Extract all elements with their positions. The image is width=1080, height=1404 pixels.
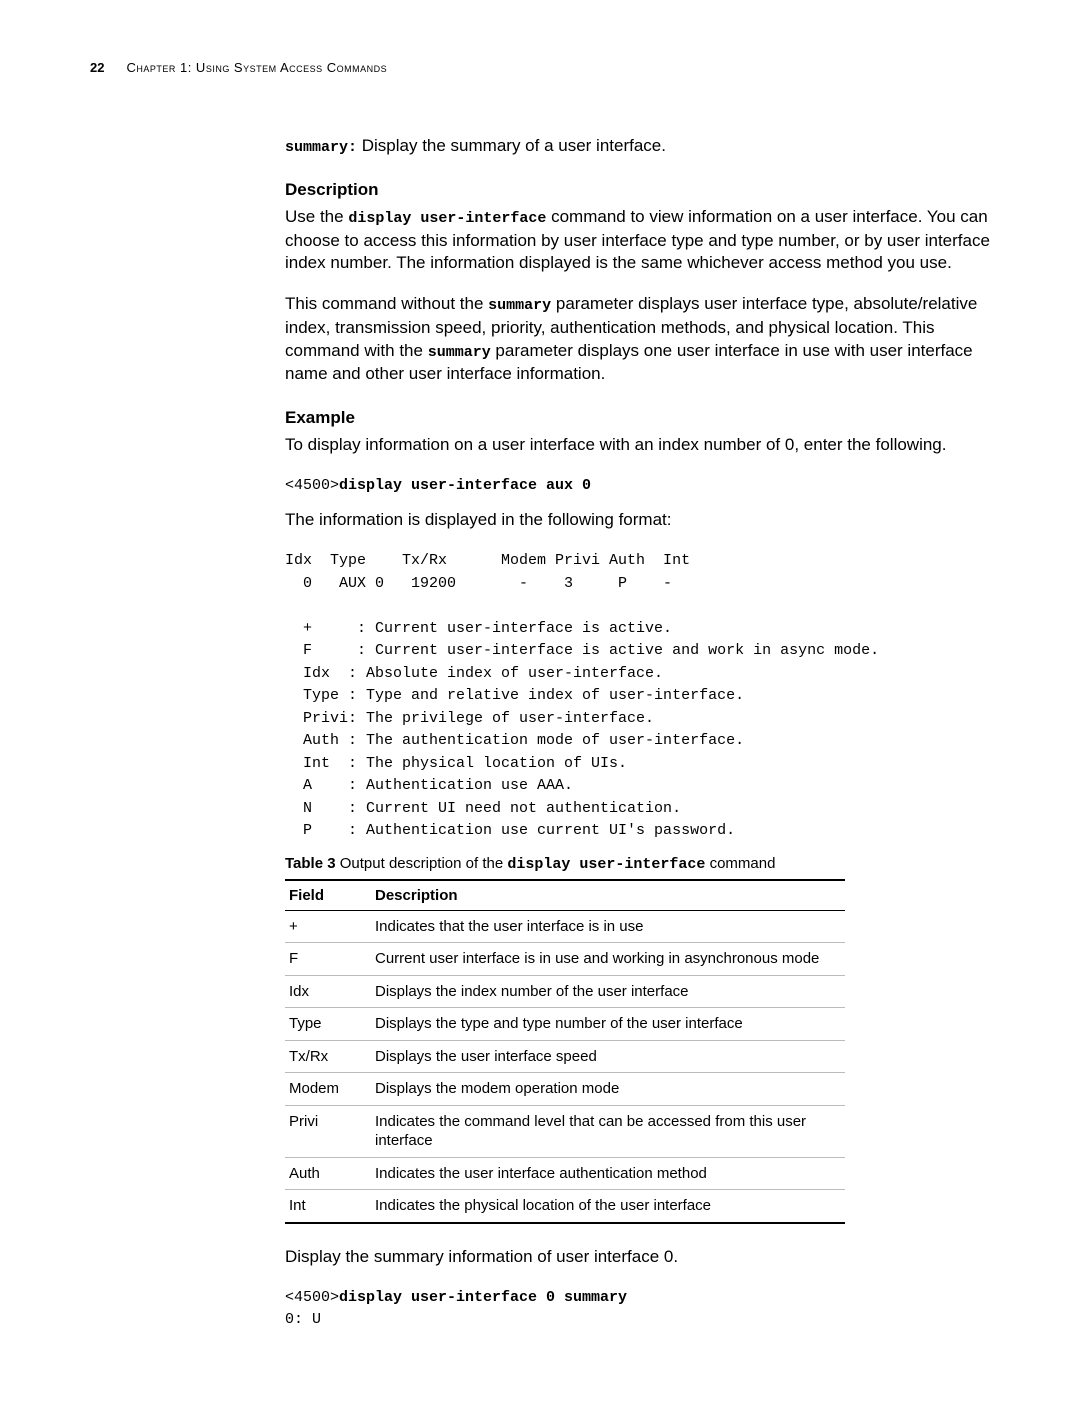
summary-param: summary: [428, 344, 491, 361]
command-output: Idx Type Tx/Rx Modem Privi Auth Int 0 AU…: [285, 550, 1000, 843]
table-caption: Table 3 Output description of the displa…: [285, 855, 1000, 873]
desc-cell: Current user interface is in use and wor…: [371, 943, 845, 976]
text: This command without the: [285, 294, 488, 313]
field-cell: Privi: [285, 1105, 371, 1157]
table-row: Int Indicates the physical location of t…: [285, 1190, 845, 1223]
table-label: Table 3: [285, 855, 336, 872]
command-line-1: <4500>display user-interface aux 0: [285, 475, 1000, 498]
followup-text: Display the summary information of user …: [285, 1246, 1000, 1269]
desc-cell: Indicates the command level that can be …: [371, 1105, 845, 1157]
col-field: Field: [285, 880, 371, 911]
description-p2: This command without the summary paramet…: [285, 293, 1000, 385]
col-description: Description: [371, 880, 845, 911]
summary-keyword: summary:: [285, 139, 357, 156]
prompt: <4500>: [285, 1289, 339, 1306]
caption-text: Output description of the: [336, 855, 508, 872]
table-row: + Indicates that the user interface is i…: [285, 910, 845, 943]
prompt: <4500>: [285, 477, 339, 494]
output-description-table: Field Description + Indicates that the u…: [285, 879, 845, 1224]
table-row: Auth Indicates the user interface authen…: [285, 1157, 845, 1190]
table-row: Idx Displays the index number of the use…: [285, 975, 845, 1008]
field-cell: Type: [285, 1008, 371, 1041]
desc-cell: Indicates that the user interface is in …: [371, 910, 845, 943]
desc-cell: Displays the modem operation mode: [371, 1073, 845, 1106]
table-row: F Current user interface is in use and w…: [285, 943, 845, 976]
command-line-2: <4500>display user-interface 0 summary 0…: [285, 1287, 1000, 1332]
text: Use the: [285, 207, 348, 226]
page-number: 22: [90, 60, 104, 75]
caption-text: command: [705, 855, 775, 872]
summary-line: summary: Display the summary of a user i…: [285, 135, 1000, 158]
content-column: summary: Display the summary of a user i…: [285, 135, 1000, 1332]
field-cell: +: [285, 910, 371, 943]
example-heading: Example: [285, 408, 1000, 428]
field-cell: Tx/Rx: [285, 1040, 371, 1073]
field-cell: Int: [285, 1190, 371, 1223]
field-cell: F: [285, 943, 371, 976]
table-header-row: Field Description: [285, 880, 845, 911]
command: display user-interface 0 summary: [339, 1289, 627, 1306]
command-name: display user-interface: [348, 210, 546, 227]
table-row: Privi Indicates the command level that c…: [285, 1105, 845, 1157]
chapter-title: Chapter 1: Using System Access Commands: [126, 60, 387, 75]
example-intro: To display information on a user interfa…: [285, 434, 1000, 457]
desc-cell: Indicates the physical location of the u…: [371, 1190, 845, 1223]
summary-param: summary: [488, 297, 551, 314]
caption-command: display user-interface: [507, 856, 705, 873]
output-line: 0: U: [285, 1311, 321, 1328]
description-heading: Description: [285, 180, 1000, 200]
desc-cell: Indicates the user interface authenticat…: [371, 1157, 845, 1190]
summary-text: Display the summary of a user interface.: [357, 136, 666, 155]
table-row: Type Displays the type and type number o…: [285, 1008, 845, 1041]
desc-cell: Displays the type and type number of the…: [371, 1008, 845, 1041]
desc-cell: Displays the index number of the user in…: [371, 975, 845, 1008]
desc-cell: Displays the user interface speed: [371, 1040, 845, 1073]
field-cell: Auth: [285, 1157, 371, 1190]
table-row: Tx/Rx Displays the user interface speed: [285, 1040, 845, 1073]
command: display user-interface aux 0: [339, 477, 591, 494]
field-cell: Modem: [285, 1073, 371, 1106]
field-cell: Idx: [285, 975, 371, 1008]
page: 22 Chapter 1: Using System Access Comman…: [0, 0, 1080, 1404]
result-intro: The information is displayed in the foll…: [285, 509, 1000, 532]
table-row: Modem Displays the modem operation mode: [285, 1073, 845, 1106]
page-header: 22 Chapter 1: Using System Access Comman…: [90, 60, 1000, 75]
description-p1: Use the display user-interface command t…: [285, 206, 1000, 275]
